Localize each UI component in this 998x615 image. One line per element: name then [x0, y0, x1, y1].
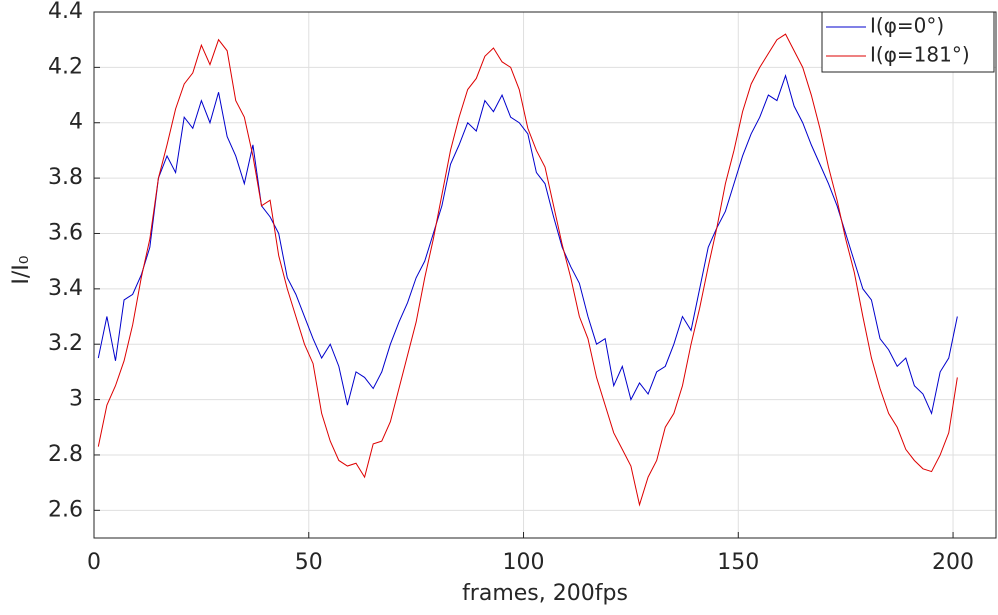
x-tick-label: 150: [717, 550, 759, 575]
y-tick-label: 2.6: [48, 497, 83, 522]
series-line: [97, 33, 958, 507]
y-tick-label: 3.6: [48, 220, 83, 245]
x-tick-label: 200: [932, 550, 974, 575]
x-tick-label: 0: [87, 550, 101, 575]
y-tick-label: 3.4: [48, 276, 83, 301]
y-tick-label: 3.2: [48, 331, 83, 356]
series-line: [97, 73, 958, 416]
y-tick-label: 4.2: [48, 54, 83, 79]
y-axis-label: I/I₀: [9, 255, 34, 284]
legend-box: [821, 11, 995, 73]
y-tick-label: 3: [69, 387, 83, 412]
y-tick-label: 3.8: [48, 165, 83, 190]
legend-label: I(φ=0°): [870, 14, 944, 38]
y-tick-label: 2.8: [48, 442, 83, 467]
x-tick-label: 50: [295, 550, 323, 575]
axes-frame: [93, 11, 997, 539]
x-axis-label: frames, 200fps: [462, 581, 628, 606]
legend-label: I(φ=181°): [870, 43, 970, 67]
y-tick-label: 4: [69, 110, 83, 135]
x-tick-label: 100: [503, 550, 545, 575]
y-tick-label: 4.4: [48, 0, 83, 24]
